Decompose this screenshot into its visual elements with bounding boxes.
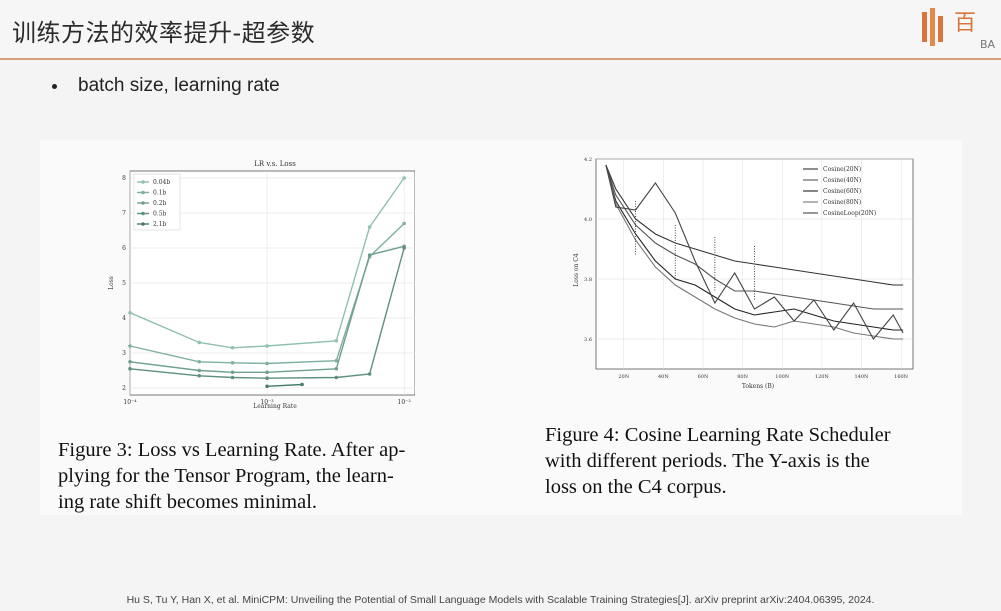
caption-line: plying for the Tensor Program, the learn… [58, 465, 394, 487]
legend: 0.04b 0.1b 0.2b 0.5b 2.1b [133, 173, 181, 231]
legend-label: 0.2b [153, 200, 167, 207]
data-point [334, 366, 339, 371]
data-point [230, 345, 235, 350]
x-tick-label: 10⁻² [398, 399, 412, 406]
x-tick-label: 120N [815, 374, 830, 380]
bullet-dot [52, 84, 57, 89]
legend-marker [141, 201, 145, 205]
data-point [402, 246, 406, 250]
y-axis-label: Loss on C4 [573, 253, 580, 287]
chart-title: LR v.s. Loss [254, 160, 296, 168]
data-point [334, 358, 339, 363]
x-tick-label: 20N [618, 374, 629, 380]
figure-3-chart: LR v.s. Loss Learning Rate Loss 2 3 4 5 6 7 8 1… [108, 160, 415, 410]
data-point [128, 344, 132, 348]
series-line [605, 164, 904, 331]
y-tick-label: 4.2 [584, 157, 592, 163]
legend-label: CosineLoop(20N) [823, 210, 876, 217]
y-tick-label: 3 [122, 350, 126, 357]
series-line [605, 164, 904, 340]
x-tick-label: 100N [775, 374, 790, 380]
bullet-text: batch size, learning rate [78, 75, 280, 96]
legend-label: Cosine(40N) [823, 177, 861, 184]
data-point [334, 375, 339, 380]
y-tick-label: 5 [122, 280, 126, 287]
data-point [128, 310, 132, 315]
x-tick-label: 80N [737, 374, 748, 380]
x-tick-label: 140N [855, 374, 870, 380]
legend-label: 0.1b [153, 190, 167, 197]
data-point [197, 373, 202, 378]
caption-line: Figure 3: Loss vs Learning Rate. After a… [58, 439, 406, 461]
legend-label: Cosine(20N) [823, 166, 861, 173]
data-point [197, 340, 202, 345]
header-divider [0, 58, 1001, 60]
data-point [265, 384, 269, 389]
data-point [367, 225, 372, 229]
x-axis-label: Learning Rate [253, 403, 297, 410]
slide-header: 训练方法的效率提升-超参数 百 BA [0, 0, 1001, 60]
y-tick-label: 3.6 [584, 337, 592, 343]
data-point [230, 361, 235, 365]
citation: Hu S, Tu Y, Han X, et al. MiniCPM: Unvei… [126, 594, 875, 606]
y-tick-label: 4 [122, 315, 126, 322]
data-point [230, 375, 235, 380]
data-point [128, 359, 132, 364]
x-axis-label: Tokens (B) [742, 383, 774, 390]
data-point [334, 338, 339, 343]
x-tick-label: 160N [894, 374, 909, 380]
x-tick-label: 10⁻³ [260, 399, 274, 406]
data-point [197, 359, 202, 364]
caption-line: ing rate shift becomes minimal. [58, 491, 318, 513]
series-line [267, 383, 303, 387]
y-tick-label: 8 [122, 175, 126, 182]
caption-line: loss on the C4 corpus. [545, 476, 727, 498]
series-line [605, 164, 904, 340]
caption-line: Figure 4: Cosine Learning Rate Scheduler [545, 424, 891, 446]
brand-logo: 百 BA [922, 8, 996, 51]
data-point [265, 376, 269, 380]
y-tick-label: 6 [122, 245, 126, 252]
legend-marker [141, 180, 145, 184]
legend-label: Cosine(80N) [823, 199, 861, 206]
caption-line: with different periods. The Y-axis is th… [545, 450, 870, 472]
data-point [265, 370, 269, 375]
logo-sub: BA [980, 38, 996, 51]
figure-4-chart: Tokens (B) Loss on C4 3.6 3.8 4.0 4.2 20N 40N… [573, 157, 914, 390]
y-axis-label: Loss [108, 276, 115, 290]
legend-marker [141, 211, 145, 216]
legend-label: Cosine(60N) [823, 188, 861, 195]
data-point [367, 372, 372, 376]
slide-title: 训练方法的效率提升-超参数 [12, 19, 316, 47]
x-tick-label: 10⁻⁴ [123, 399, 137, 406]
figure-3-caption: Figure 3: Loss vs Learning Rate. After a… [58, 437, 405, 515]
legend-marker [141, 190, 145, 195]
data-point [197, 368, 202, 373]
y-tick-label: 2 [122, 385, 126, 392]
data-point [367, 253, 372, 257]
data-point [265, 361, 269, 366]
legend-label: 0.04b [153, 179, 170, 186]
legend: Cosine(20N) Cosine(40N) Cosine(60N) Cosine(… [803, 166, 876, 217]
data-point [300, 382, 304, 387]
x-tick-label: 60N [698, 374, 709, 380]
y-tick-label: 3.8 [584, 277, 592, 283]
data-point [265, 344, 269, 348]
logo-char: 百 [954, 11, 976, 36]
data-point [402, 221, 406, 226]
data-point [128, 366, 132, 371]
legend-label: 2.1b [153, 221, 167, 228]
legend-marker [141, 222, 145, 226]
data-point [402, 176, 406, 180]
y-tick-label: 4.0 [584, 217, 592, 223]
data-point [230, 370, 235, 375]
y-tick-label: 7 [122, 210, 126, 217]
legend-label: 0.5b [153, 211, 167, 218]
figure-4-caption: Figure 4: Cosine Learning Rate Scheduler… [545, 422, 891, 500]
x-tick-label: 40N [658, 374, 669, 380]
